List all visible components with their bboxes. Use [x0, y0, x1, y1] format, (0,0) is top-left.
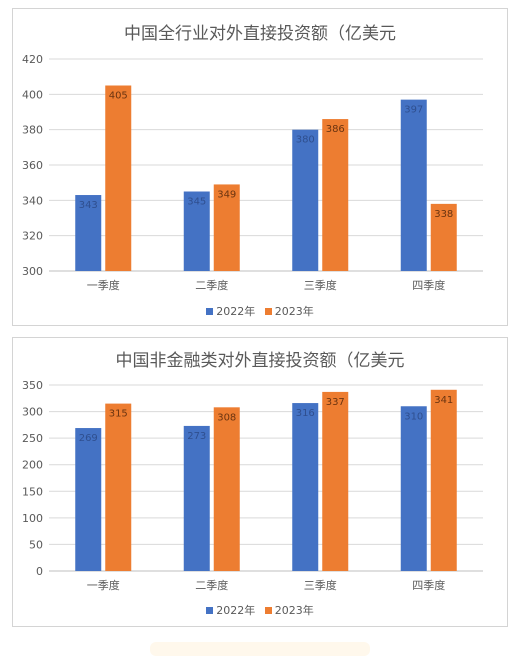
chart-panel-total: 中国全行业对外直接投资额（亿美元 300 320 340 360 380 400 420 34…	[12, 8, 508, 326]
legend-label-2022: 2022年	[216, 604, 256, 617]
chart-title: 中国非金融类对外直接投资额（亿美元	[115, 351, 405, 371]
bar-2023-q2	[213, 184, 240, 271]
data-label: 345	[187, 197, 206, 208]
y-tick-label: 420	[22, 53, 43, 66]
legend-item-2022: 2022年	[206, 602, 255, 618]
y-tick-label: 0	[36, 565, 43, 578]
data-label: 316	[296, 408, 315, 419]
data-label: 308	[217, 412, 236, 423]
chart-legend: 2022年 2023年	[13, 602, 507, 618]
chart-legend: 2022年 2023年	[13, 303, 507, 319]
data-label: 397	[404, 105, 423, 116]
bar-2023-q3	[322, 119, 349, 271]
y-tick-label: 300	[22, 406, 43, 419]
bar-2022-q2	[183, 425, 210, 571]
legend-swatch-2023	[264, 308, 272, 315]
data-label: 349	[217, 189, 236, 200]
bar-2022-q1	[75, 428, 102, 571]
legend-item-2022: 2022年	[206, 303, 255, 319]
bar-2022-q4	[400, 99, 427, 271]
x-tick-label: 四季度	[412, 278, 445, 292]
legend-swatch-2023	[264, 607, 272, 614]
y-tick-label: 300	[22, 265, 43, 278]
bar-2022-q2	[183, 191, 210, 271]
x-tick-label: 三季度	[304, 278, 337, 292]
bottom-decoration	[150, 642, 370, 656]
bar-2023-q1	[105, 85, 132, 271]
x-tick-label: 二季度	[195, 578, 228, 592]
legend-item-2023: 2023年	[264, 303, 314, 319]
data-label: 273	[187, 431, 206, 442]
data-label: 343	[79, 200, 98, 211]
y-tick-label: 50	[29, 538, 43, 551]
legend-label-2023: 2023年	[274, 604, 314, 617]
bar-2023-q4	[430, 203, 457, 271]
chart-title: 中国全行业对外直接投资额（亿美元	[124, 24, 396, 44]
data-label: 341	[434, 395, 453, 406]
x-tick-label: 三季度	[304, 578, 337, 592]
x-tick-label: 一季度	[87, 578, 120, 592]
y-tick-label: 400	[22, 88, 43, 101]
data-label: 310	[404, 411, 423, 422]
y-tick-label: 340	[22, 194, 43, 207]
bar-2022-q1	[75, 195, 102, 271]
y-tick-label: 360	[22, 159, 43, 172]
bar-2023-q4	[430, 389, 457, 571]
y-tick-label: 250	[22, 432, 43, 445]
legend-label-2022: 2022年	[216, 305, 256, 318]
y-tick-label: 320	[22, 230, 43, 243]
x-tick-label: 四季度	[412, 578, 445, 592]
data-label: 337	[326, 397, 345, 408]
legend-item-2023: 2023年	[264, 602, 314, 618]
y-tick-label: 350	[22, 379, 43, 392]
x-tick-label: 一季度	[87, 278, 120, 292]
y-tick-label: 200	[22, 459, 43, 472]
data-label: 315	[109, 409, 128, 420]
chart-panel-nonfinancial: 中国非金融类对外直接投资额（亿美元 0 50 100 150 200 250 300 350 2…	[12, 337, 508, 627]
bar-2023-q2	[213, 407, 240, 571]
data-label: 269	[79, 433, 98, 444]
bar-2023-q3	[322, 391, 349, 571]
y-tick-label: 100	[22, 512, 43, 525]
x-tick-label: 二季度	[195, 278, 228, 292]
chart-plot-total: 300 320 340 360 380 400 420 343 405 一季度 345 349 二季度 3…	[22, 53, 483, 292]
legend-label-2023: 2023年	[274, 305, 314, 318]
bar-2022-q4	[400, 406, 427, 571]
legend-swatch-2022	[206, 607, 214, 614]
bar-2023-q1	[105, 403, 132, 571]
data-label: 380	[296, 135, 315, 146]
chart-plot-nonfinancial: 0 50 100 150 200 250 300 350 269 315 一季度 273 308 二季度 3…	[22, 379, 483, 592]
bar-2022-q3	[292, 403, 319, 571]
bar-2022-q3	[292, 129, 319, 271]
data-label: 405	[109, 91, 128, 102]
data-label: 338	[434, 209, 453, 220]
legend-swatch-2022	[206, 308, 214, 315]
y-tick-label: 380	[22, 124, 43, 137]
data-label: 386	[326, 124, 345, 135]
y-tick-label: 150	[22, 485, 43, 498]
